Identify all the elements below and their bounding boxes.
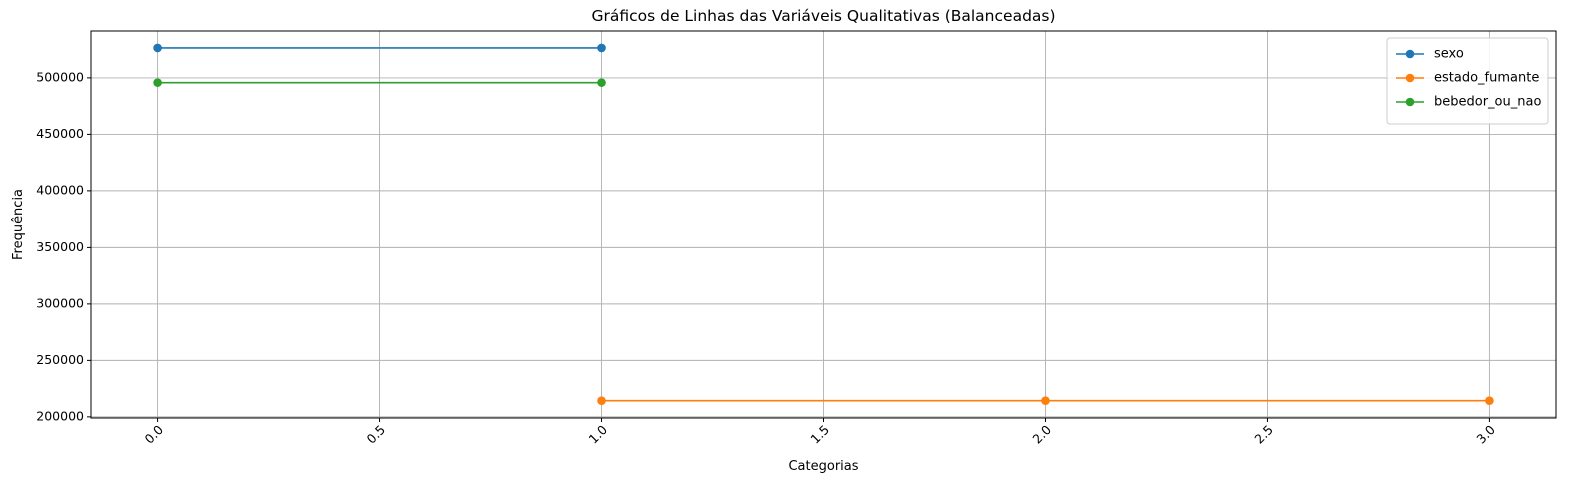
legend-item: sexo — [1396, 47, 1464, 62]
y-tick-label: 350000 — [36, 239, 84, 254]
legend-box — [1386, 37, 1549, 125]
legend-item: estado_fumante — [1396, 71, 1539, 86]
x-tick-label: 3.0 — [1473, 422, 1498, 447]
x-tick-label: 0.0 — [142, 422, 167, 447]
series-layer — [153, 43, 1494, 406]
y-axis-ticks: 200000 250000 300000 350000 400000 450000 5000… — [36, 69, 91, 423]
y-axis-title: Frequência — [11, 189, 26, 260]
y-tick-label: 250000 — [36, 352, 84, 367]
legend-label: bebedor_ou_nao — [1434, 95, 1541, 110]
x-tick-label: 2.5 — [1251, 422, 1276, 447]
chart-title: Gráficos de Linhas das Variáveis Qualita… — [591, 7, 1055, 25]
y-tick-label: 400000 — [36, 182, 84, 197]
grid-lines — [91, 31, 1556, 418]
plot-frame — [90, 30, 1557, 419]
x-tick-label: 1.0 — [585, 422, 610, 447]
x-axis-ticks: 0.0 0.5 1.0 1.5 2.0 2.5 3.0 — [142, 418, 1498, 447]
data-point — [597, 396, 606, 406]
data-point — [153, 78, 162, 87]
legend-swatch-marker — [1405, 49, 1415, 59]
x-axis-title: Categorias — [788, 459, 858, 474]
x-tick-label: 0.5 — [363, 422, 388, 447]
data-point — [153, 43, 162, 53]
legend: sexo estado_fumante bebedor_ou_nao — [1386, 37, 1549, 125]
data-point — [1485, 396, 1494, 406]
series-estado_fumante — [597, 396, 1494, 406]
data-point — [1041, 396, 1050, 406]
y-tick-label: 200000 — [36, 408, 84, 423]
legend-label: sexo — [1434, 47, 1464, 62]
y-tick-label: 450000 — [36, 126, 84, 141]
legend-swatch-marker — [1405, 73, 1415, 83]
data-point — [597, 78, 606, 87]
legend-label: estado_fumante — [1434, 71, 1539, 86]
x-tick-label: 2.0 — [1029, 422, 1054, 447]
x-tick-label: 1.5 — [807, 422, 832, 447]
legend-swatch-marker — [1405, 97, 1415, 107]
y-tick-label: 500000 — [36, 69, 84, 84]
data-point — [597, 43, 606, 53]
series-sexo — [153, 43, 606, 53]
series-bebedor_ou_nao — [153, 78, 606, 87]
legend-item: bebedor_ou_nao — [1396, 95, 1541, 110]
y-tick-label: 300000 — [36, 295, 84, 310]
